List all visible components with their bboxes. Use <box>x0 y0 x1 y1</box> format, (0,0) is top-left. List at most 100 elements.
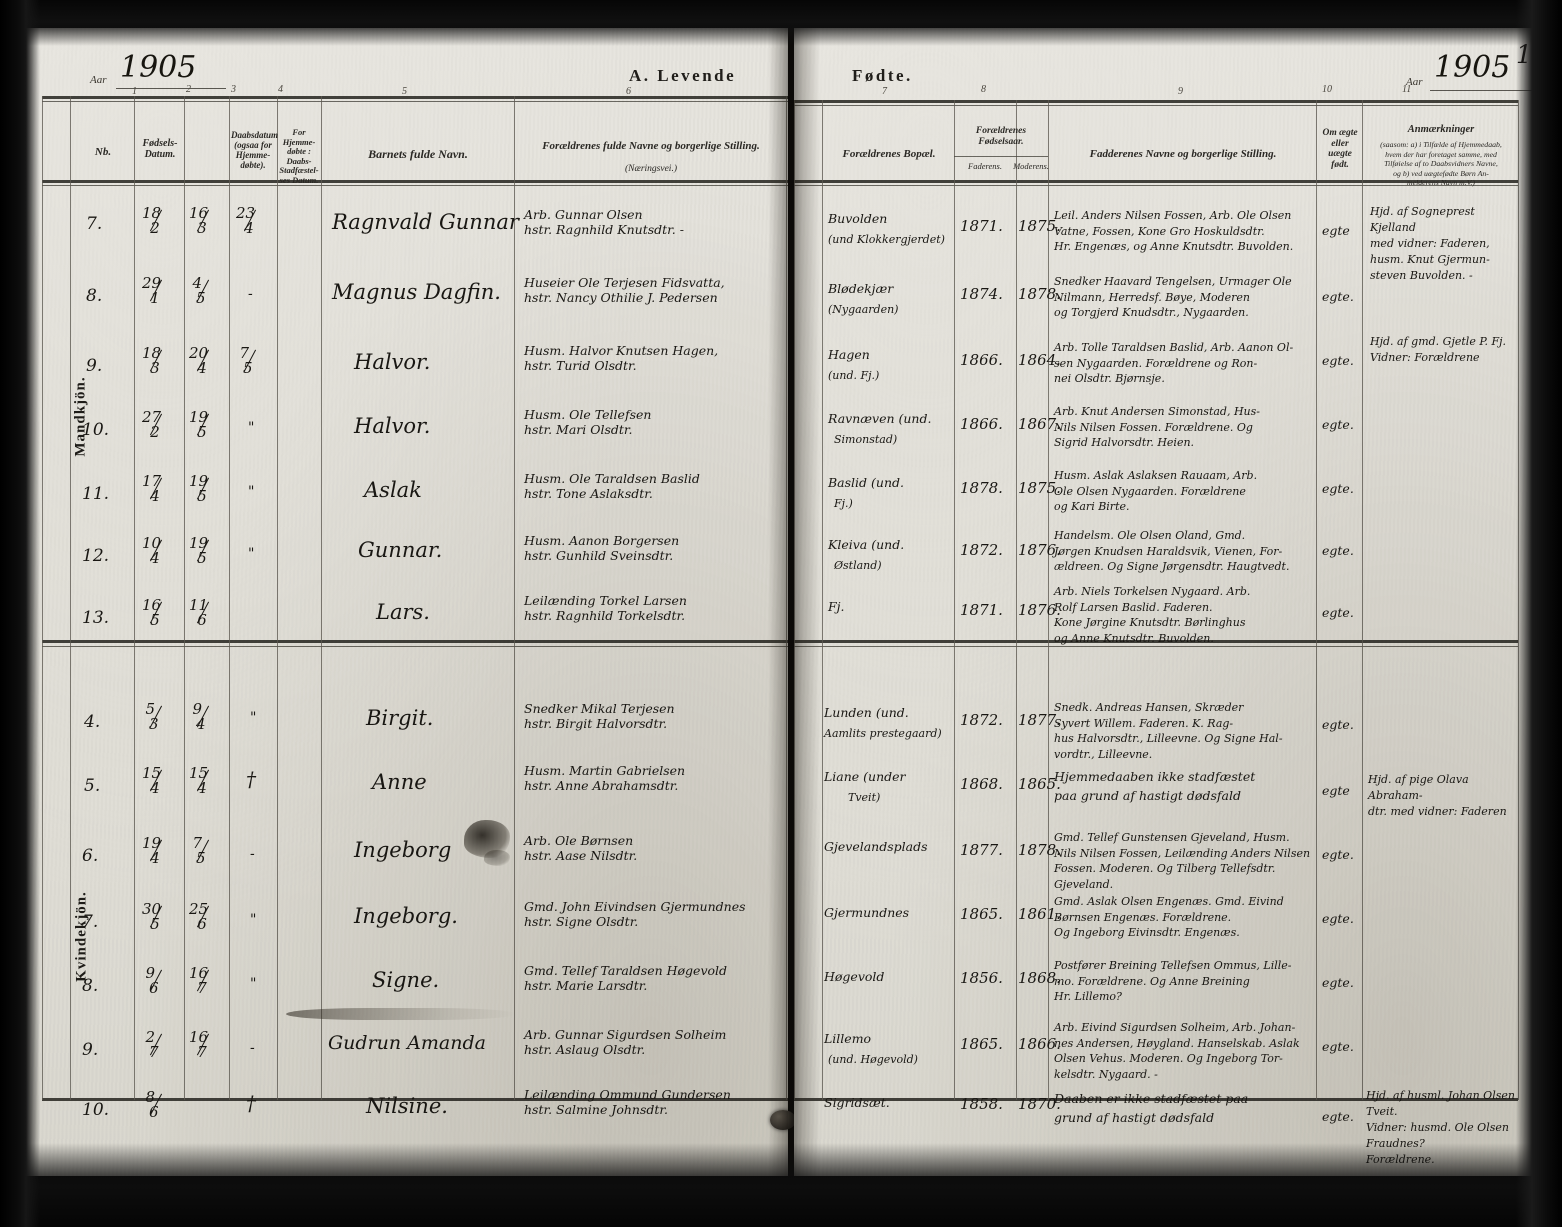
bapt-month: 7 <box>197 979 207 997</box>
column-number-2: 2 <box>186 84 191 95</box>
child-name: Ingeborg. <box>354 904 458 928</box>
row-no: 11. <box>82 484 110 504</box>
page-number: 19 <box>1516 40 1548 69</box>
left-page: Aar 1905 A. Levende 1 2 3 4 5 6 <box>24 28 796 1176</box>
bapt-month: 4 <box>197 779 207 797</box>
section-divider-right <box>794 640 1518 643</box>
column-number-8: 8 <box>981 84 986 95</box>
row-no: 13. <box>82 608 110 628</box>
bapt-month: 5 <box>197 423 207 441</box>
parents-residence: Gjermundnes <box>824 905 910 920</box>
godparents: Snedk. Andreas Hansen, Skræder Syvert Wi… <box>1054 701 1283 761</box>
parents-residence: Liane (under <box>824 769 906 784</box>
child-name: Gunnar. <box>358 538 443 562</box>
row-no: 7. <box>86 214 103 234</box>
rule-col-no <box>134 96 135 1100</box>
bapt-month: 5 <box>196 849 206 867</box>
remarks: Hjd. af Sogneprest Kjelland med vidner: … <box>1370 205 1490 282</box>
rule-col-homebapt <box>277 96 278 1100</box>
year-underline-left <box>116 88 226 89</box>
parents-name: Husm. Ole Taraldsen Baslid hstr. Tone As… <box>524 471 700 501</box>
header-legitimacy: Om ægte eller uægte født. <box>1322 128 1358 170</box>
mother-birth-year: 1875. <box>1018 479 1061 497</box>
page-title-right: Fødte. <box>852 66 913 85</box>
column-number-3: 3 <box>231 84 236 95</box>
birth-month: 1 <box>150 289 160 307</box>
header-top-rule2-right <box>794 105 1518 106</box>
home-baptism-mark: " <box>250 976 257 992</box>
parents-residence: Gjevelandsplads <box>824 839 928 854</box>
rule-sidelabel <box>70 96 71 1100</box>
parents-residence: Blødekjær <box>828 281 894 296</box>
home-month: 5 <box>243 359 253 377</box>
year-value-right: 1905 <box>1434 50 1511 85</box>
parents-name: Husm. Halvor Knutsen Hagen, hstr. Turid … <box>524 343 719 373</box>
godparents: Gmd. Aslak Olsen Engenæs. Gmd. Eivind Bø… <box>1054 895 1284 940</box>
bapt-day: 9 <box>192 700 203 718</box>
birth-month: 7 <box>149 1043 159 1061</box>
parents-residence-sub: Fj.) <box>834 497 853 510</box>
parents-residence: Lunden (und. <box>824 705 909 720</box>
godparents: Snedker Haavard Tengelsen, Urmager Ole N… <box>1054 275 1292 320</box>
rule-col-father-year <box>1016 100 1017 1100</box>
parents-name: Huseier Ole Terjesen Fidsvatta, hstr. Na… <box>524 275 725 305</box>
godparents: Postfører Breining Tellefsen Ommus, Lill… <box>1054 959 1292 1004</box>
header-father-year: Faderens. <box>968 161 1002 171</box>
parents-residence: Kleiva (und. <box>828 537 905 552</box>
bapt-month: 3 <box>197 219 207 237</box>
rule-col-baptdate <box>229 96 230 1100</box>
rule-col-birthdate <box>184 96 185 1100</box>
legitimacy: egte. <box>1322 911 1354 926</box>
birth-month: 6 <box>149 1103 159 1121</box>
legitimacy: egte. <box>1322 1039 1354 1054</box>
mother-birth-year: 1861. <box>1018 905 1061 923</box>
row-no: 10. <box>82 420 110 440</box>
row-no: 5. <box>84 776 101 796</box>
year-label-left: Aar <box>90 74 107 86</box>
home-baptism-mark: - <box>250 846 255 862</box>
home-baptism-mark: " <box>248 546 255 562</box>
father-birth-year: 1868. <box>960 775 1003 793</box>
home-month: 4 <box>244 219 254 237</box>
father-birth-year: 1858. <box>960 1095 1003 1113</box>
father-birth-year: 1872. <box>960 541 1003 559</box>
birth-month: 3 <box>150 359 160 377</box>
rule-col-parents <box>514 96 515 1100</box>
birth-month: 5 <box>150 915 160 933</box>
legitimacy: egte. <box>1322 353 1354 368</box>
table-bottom-rule-right <box>794 1098 1518 1101</box>
father-birth-year: 1871. <box>960 217 1003 235</box>
bapt-month: 5 <box>197 549 207 567</box>
header-baptism-date: Daabsdatum (ogsaa for Hjemme- døbte). <box>231 130 279 171</box>
bapt-day: 7 <box>192 834 203 852</box>
header-bottom-rule2-left <box>42 185 788 186</box>
column-number-5: 5 <box>402 86 407 97</box>
parents-name: Husm. Ole Tellefsen hstr. Mari Olsdtr. <box>524 407 652 437</box>
parents-residence-sub: Østland) <box>834 559 882 572</box>
parents-name: Leilænding Torkel Larsen hstr. Ragnhild … <box>524 593 687 623</box>
parents-residence: Buvolden <box>828 211 888 226</box>
birth-day: 9 <box>145 964 156 982</box>
column-number-4: 4 <box>278 84 283 95</box>
year-label-right: Aar <box>1406 76 1423 88</box>
row-no: 9. <box>86 356 103 376</box>
header-top-rule2-left <box>42 101 788 102</box>
father-birth-year: 1872. <box>960 711 1003 729</box>
page-title-left: A. Levende <box>629 66 737 85</box>
legitimacy: egte. <box>1322 289 1354 304</box>
mother-birth-year: 1878. <box>1018 285 1061 303</box>
parents-residence: Lillemo <box>824 1031 872 1046</box>
child-name: Halvor. <box>354 350 431 374</box>
birth-day: 5 <box>145 700 156 718</box>
header-no: Nb. <box>94 146 112 158</box>
legitimacy: egte. <box>1322 417 1354 432</box>
legitimacy: egte <box>1322 223 1350 238</box>
ink-stain <box>464 820 510 858</box>
birth-day: 2 <box>145 1028 156 1046</box>
bapt-month: 6 <box>197 611 207 629</box>
ink-stain <box>484 850 510 866</box>
right-page-content: Fødte. Aar 1905 19 7 8 9 10 11 <box>794 28 1548 1176</box>
header-remarks: Anmærkninger <box>1407 124 1475 135</box>
legitimacy: egte. <box>1322 605 1354 620</box>
